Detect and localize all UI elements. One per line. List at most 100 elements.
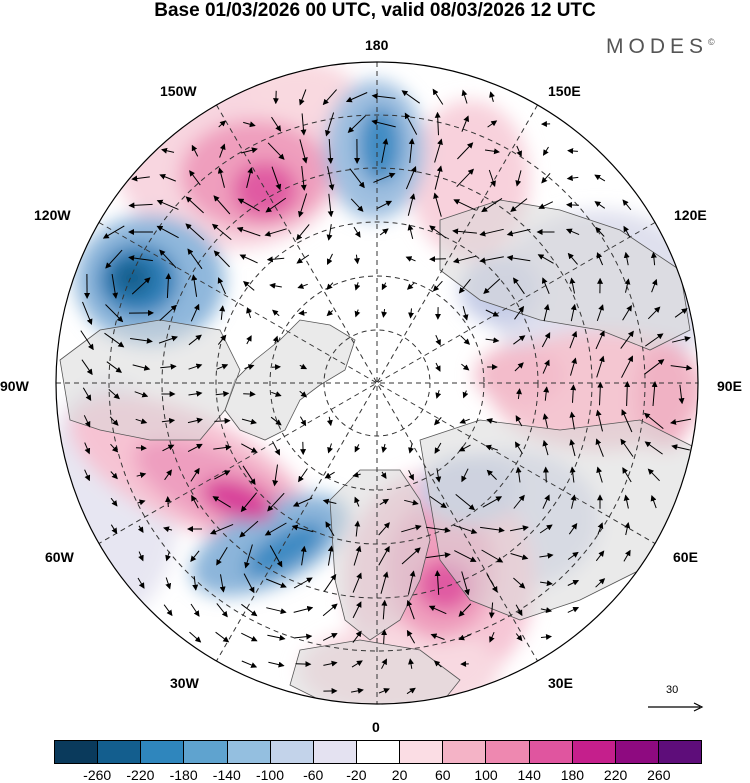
- wind-vector-arrow: [300, 545, 307, 566]
- wind-vector-arrow: [137, 525, 144, 534]
- vector-scale-label: 30: [666, 684, 679, 696]
- wind-vector-arrow: [271, 391, 282, 397]
- wind-vector-arrow: [272, 335, 279, 344]
- wind-vector-arrow: [291, 524, 314, 533]
- wind-vector-arrow: [213, 444, 232, 451]
- wind-vector-arrow: [513, 277, 525, 295]
- wind-vector-arrow: [569, 411, 576, 430]
- wind-vector-arrow: [539, 524, 553, 534]
- wind-vector-arrow: [595, 226, 605, 237]
- wind-vector-arrow: [379, 228, 389, 236]
- wind-vector-arrow: [327, 545, 334, 566]
- wind-vector-arrow: [299, 363, 308, 370]
- wind-vector-arrow: [376, 200, 393, 210]
- wind-vector-arrow: [406, 282, 415, 290]
- wind-vector-arrow: [486, 469, 497, 480]
- wind-vector-arrow: [347, 115, 366, 133]
- wind-vector-arrow: [670, 418, 692, 425]
- colorbar-swatch: [312, 741, 356, 763]
- wind-vector-arrow: [243, 573, 255, 594]
- wind-vector-arrow: [244, 544, 253, 569]
- wind-vector-arrow: [510, 553, 529, 560]
- wind-vector-arrow: [267, 634, 286, 641]
- wind-vector-arrow: [378, 545, 390, 566]
- anomaly-pink-central-asia: [475, 345, 565, 405]
- chart-title: Base 01/03/2026 00 UTC, valid 08/03/2026…: [154, 0, 596, 21]
- wind-vector-arrow: [435, 334, 441, 346]
- colorbar-tick-label: 260: [647, 767, 671, 783]
- wind-vector-arrow: [434, 570, 441, 595]
- colorbar-swatch: [140, 741, 184, 763]
- wind-vector-arrow: [515, 466, 522, 483]
- wind-vector-arrow: [433, 660, 442, 668]
- wind-vector-arrow: [108, 389, 120, 400]
- wind-vector-arrow: [481, 197, 503, 213]
- colorbar-labels: -260 -220 -180 -140 -100 -60 -20 20 60 100 140 180 2…: [0, 767, 750, 783]
- wind-vector-arrow: [380, 571, 389, 594]
- wind-vector-arrow: [240, 492, 257, 513]
- colorbar-swatch: [657, 741, 702, 763]
- wind-vector-arrow: [460, 335, 471, 345]
- wind-vector-arrow: [515, 170, 522, 187]
- wind-vector-arrow: [322, 89, 337, 106]
- wind-vector-arrow: [163, 526, 173, 533]
- wind-vector-arrow: [159, 173, 176, 182]
- wind-vector-arrow: [266, 256, 285, 263]
- wind-vector-arrow: [381, 629, 388, 644]
- wind-vector-arrow: [401, 547, 421, 565]
- colorbar-tick-label: -260: [83, 767, 112, 783]
- colorbar-tick-label: 180: [560, 767, 585, 783]
- wind-vector-arrow: [568, 522, 578, 535]
- wind-vector-arrow: [191, 144, 199, 157]
- wind-vector-arrow: [542, 466, 549, 483]
- wind-vector-arrow: [480, 526, 505, 533]
- wind-vector-arrow: [243, 391, 256, 398]
- wind-vector-arrow: [644, 441, 663, 455]
- colorbar-swatch: [614, 741, 658, 763]
- wind-vector-arrow: [378, 688, 390, 694]
- wind-vector-arrow: [326, 309, 334, 317]
- colorbar-tick-label: -20: [346, 767, 367, 783]
- wind-vector-arrow: [434, 417, 442, 426]
- wind-vector-arrow: [569, 466, 576, 483]
- wind-vector-arrow: [506, 255, 531, 262]
- wind-vector-arrow: [213, 250, 230, 268]
- wind-vector-arrow: [266, 607, 287, 615]
- wind-vector-arrow: [461, 89, 468, 104]
- wind-vector-arrow: [488, 602, 495, 619]
- wind-vector-arrow: [322, 498, 337, 505]
- wind-vector-arrow: [624, 522, 631, 536]
- wind-vector-arrow: [514, 441, 523, 455]
- wind-vector-arrow: [543, 386, 550, 401]
- wind-vector-arrow: [352, 601, 362, 619]
- wind-vector-arrow: [322, 603, 338, 617]
- wind-vector-arrow: [271, 116, 282, 132]
- wind-vector-arrow: [189, 170, 201, 186]
- wind-vector-arrow: [80, 330, 94, 351]
- wind-vector-arrow: [461, 363, 470, 371]
- wind-vector-arrow: [569, 277, 576, 294]
- wind-vector-arrow: [131, 175, 150, 182]
- colorbar-tick-label: 140: [517, 767, 541, 783]
- lon-label-180: 180: [365, 37, 389, 53]
- wind-vector-arrow: [353, 254, 360, 265]
- wind-vector-arrow: [156, 225, 179, 239]
- wind-vector-arrow: [379, 498, 390, 506]
- wind-vector-arrow: [246, 167, 254, 189]
- meridian-150e-30w: [216, 104, 538, 662]
- wind-vector-arrow: [484, 148, 500, 155]
- wind-vector-arrow: [596, 355, 605, 378]
- wind-vector-arrow: [623, 251, 630, 266]
- wind-vector-arrow: [159, 304, 178, 321]
- wind-vector-arrow: [351, 687, 364, 694]
- wind-vector-arrow: [128, 255, 153, 262]
- wind-vector-arrow: [486, 573, 498, 593]
- wind-vector-arrow: [130, 337, 153, 344]
- wind-vector-arrow: [671, 336, 691, 343]
- wind-vector-arrow: [567, 606, 580, 613]
- colorbar-swatch: [399, 741, 443, 763]
- wind-vector-arrow: [381, 443, 388, 453]
- wind-vector-arrow: [622, 304, 632, 321]
- wind-vector-arrow: [352, 630, 362, 643]
- latitude-circle-70n: [269, 275, 485, 491]
